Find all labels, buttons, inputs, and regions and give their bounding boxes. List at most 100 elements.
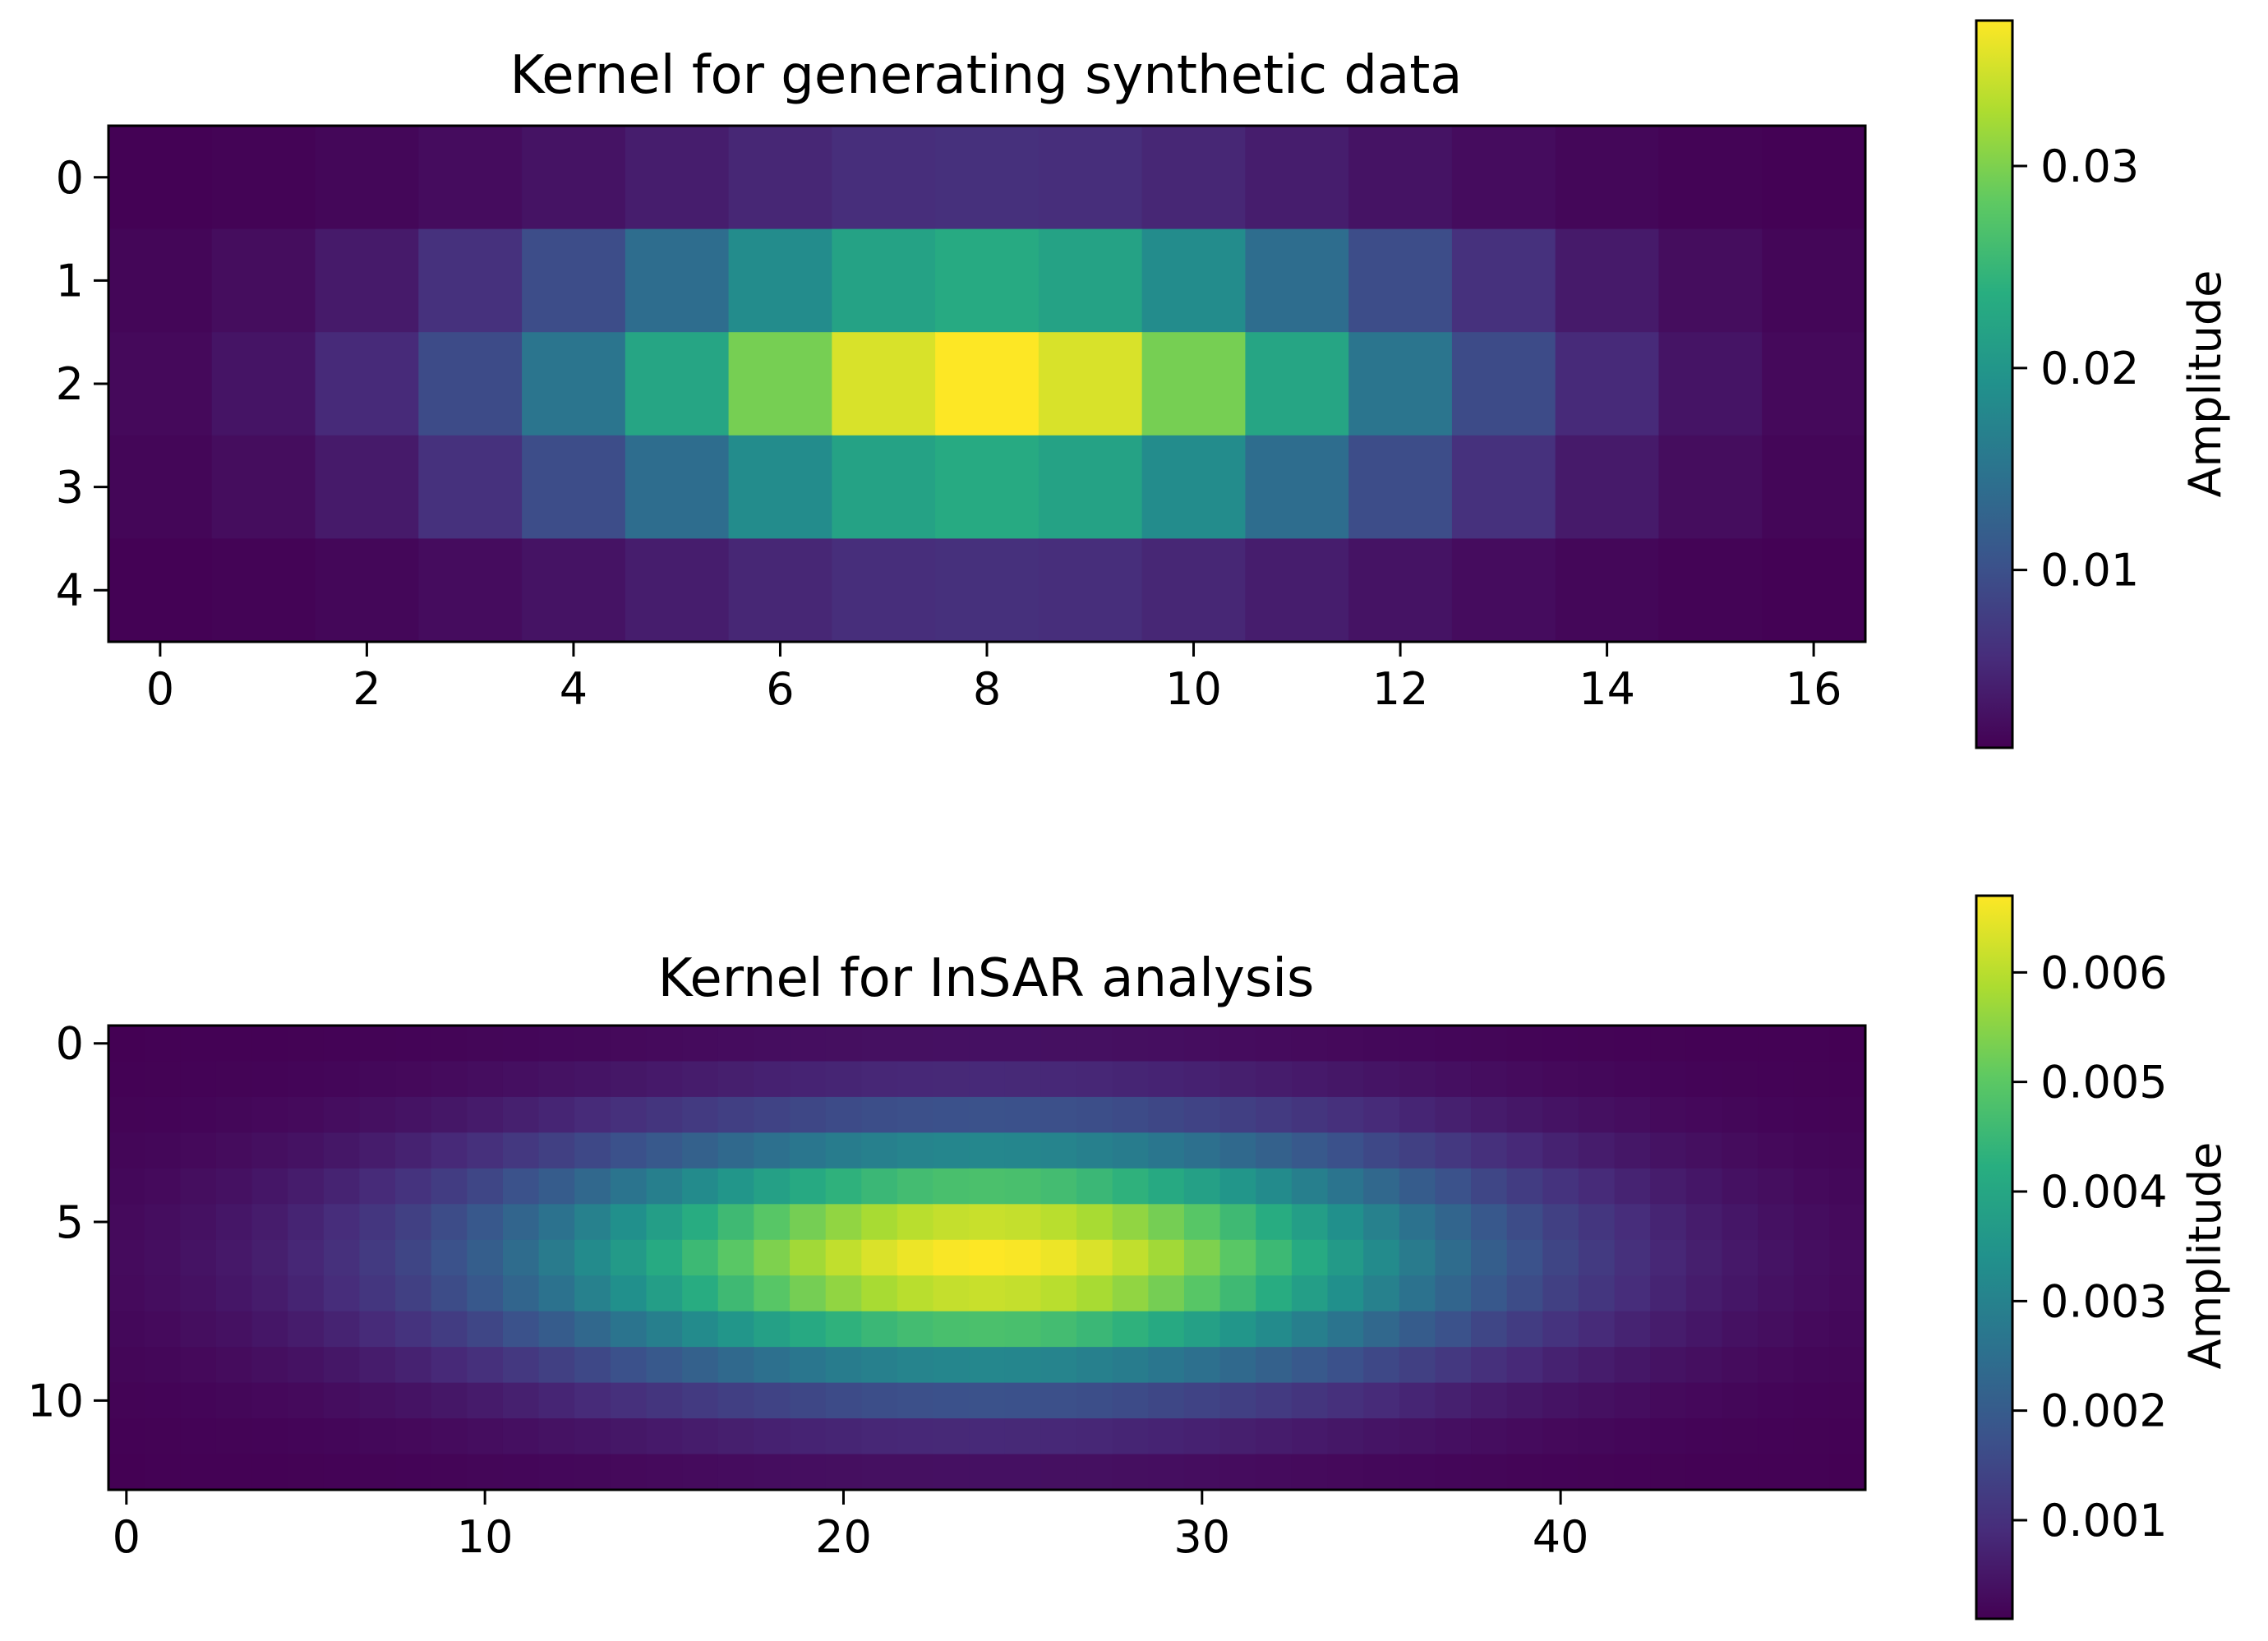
heatmap-cell: [395, 1204, 432, 1241]
heatmap-cell: [1363, 1418, 1400, 1455]
heatmap-cell: [359, 1418, 396, 1455]
colorbar-tick-label: 0.002: [2040, 1385, 2168, 1437]
heatmap-cell: [717, 1132, 754, 1169]
heatmap-cell: [625, 126, 730, 230]
heatmap-cell: [646, 1132, 683, 1169]
heatmap-cell: [897, 1239, 934, 1276]
heatmap-cell: [1471, 1347, 1508, 1384]
heatmap-cell: [1685, 1132, 1723, 1169]
heatmap-cell: [359, 1132, 396, 1169]
heatmap-cell: [1148, 1096, 1185, 1133]
heatmap-cell: [1076, 1061, 1113, 1098]
heatmap-cell: [1040, 1311, 1077, 1348]
heatmap-cell: [144, 1096, 181, 1133]
x-tick-label: 4: [560, 663, 588, 715]
heatmap-cell: [1762, 538, 1866, 643]
heatmap-cell: [933, 1275, 970, 1312]
heatmap-cell: [323, 1239, 361, 1276]
heatmap-cell: [1219, 1061, 1256, 1098]
heatmap-cell: [1471, 1311, 1508, 1348]
heatmap-cell: [323, 1311, 361, 1348]
heatmap-cell: [1327, 1204, 1364, 1241]
heatmap-cell: [1542, 1347, 1579, 1384]
heatmap-cell: [1685, 1311, 1723, 1348]
x-tick-label: 16: [1786, 663, 1842, 715]
heatmap-cell: [861, 1132, 898, 1169]
heatmap-cell: [1650, 1096, 1687, 1133]
heatmap-cell: [1112, 1168, 1149, 1205]
heatmap-cell: [323, 1096, 361, 1133]
heatmap-cell: [215, 1026, 253, 1063]
heatmap-cell: [431, 1418, 468, 1455]
heatmap-cell: [717, 1168, 754, 1205]
heatmap-cell: [754, 1168, 791, 1205]
heatmap-cell: [418, 538, 523, 643]
heatmap-cell: [1650, 1239, 1687, 1276]
heatmap-cell: [522, 332, 626, 436]
heatmap-cell: [646, 1454, 683, 1491]
heatmap-cell: [522, 538, 626, 643]
heatmap-cell: [1435, 1061, 1472, 1098]
heatmap-cell: [180, 1418, 217, 1455]
heatmap-cell: [1399, 1347, 1436, 1384]
heatmap-cell: [180, 1239, 217, 1276]
heatmap-cell: [1793, 1168, 1830, 1205]
heatmap-cell: [180, 1275, 217, 1312]
heatmap-cell: [502, 1096, 540, 1133]
heatmap-cell: [717, 1382, 754, 1419]
heatmap-cell: [1183, 1204, 1221, 1241]
heatmap-cell: [933, 1168, 970, 1205]
heatmap-cell: [1040, 1168, 1077, 1205]
heatmap-cell: [933, 1382, 970, 1419]
heatmap-cell: [359, 1454, 396, 1491]
heatmap-cell: [897, 1311, 934, 1348]
heatmap-cell: [1758, 1168, 1795, 1205]
heatmap-cell: [1004, 1347, 1042, 1384]
heatmap-cell: [1506, 1132, 1543, 1169]
heatmap-cell: [1256, 1132, 1293, 1169]
y-tick-label: 5: [56, 1196, 84, 1248]
heatmap-cell: [1148, 1275, 1185, 1312]
y-tick-label: 1: [56, 255, 84, 307]
heatmap-cell: [646, 1096, 683, 1133]
heatmap-cell: [418, 126, 523, 230]
heatmap-cell: [754, 1204, 791, 1241]
heatmap-cell: [969, 1096, 1006, 1133]
heatmap-cell: [754, 1026, 791, 1063]
heatmap-cell: [1004, 1026, 1042, 1063]
heatmap-cell: [1219, 1275, 1256, 1312]
heatmap-cell: [108, 1168, 145, 1205]
heatmap-cell: [251, 1382, 288, 1419]
heatmap-cell: [969, 1026, 1006, 1063]
heatmap-cell: [790, 1061, 827, 1098]
heatmap-cell: [1555, 538, 1660, 643]
x-tick-label: 40: [1533, 1511, 1589, 1563]
heatmap-cell: [1141, 126, 1247, 230]
heatmap-cell: [1004, 1096, 1042, 1133]
heatmap-cell: [1451, 435, 1556, 539]
heatmap-cell: [1219, 1454, 1256, 1491]
heatmap-cell: [969, 1311, 1006, 1348]
heatmap-cell: [1758, 1061, 1795, 1098]
heatmap-cell: [1183, 1311, 1221, 1348]
heatmap-cell: [1758, 1239, 1795, 1276]
heatmap-cell: [717, 1347, 754, 1384]
heatmap-cell: [1363, 1026, 1400, 1063]
heatmap-cell: [467, 1096, 504, 1133]
heatmap-cell: [395, 1239, 432, 1276]
heatmap-cell: [1542, 1061, 1579, 1098]
heatmap-cell: [1471, 1418, 1508, 1455]
heatmap-cell: [251, 1454, 288, 1491]
heatmap-cell: [625, 228, 730, 333]
heatmap-cell: [1578, 1454, 1616, 1491]
heatmap-cell: [1327, 1132, 1364, 1169]
heatmap-cell: [1650, 1454, 1687, 1491]
heatmap-cell: [682, 1382, 719, 1419]
heatmap-cell: [1327, 1275, 1364, 1312]
heatmap-cell: [1291, 1239, 1329, 1276]
x-tick-label: 20: [815, 1511, 872, 1563]
heatmap-cell: [646, 1382, 683, 1419]
heatmap-cell: [682, 1026, 719, 1063]
heatmap-cell: [754, 1382, 791, 1419]
heatmap-cell: [1219, 1311, 1256, 1348]
